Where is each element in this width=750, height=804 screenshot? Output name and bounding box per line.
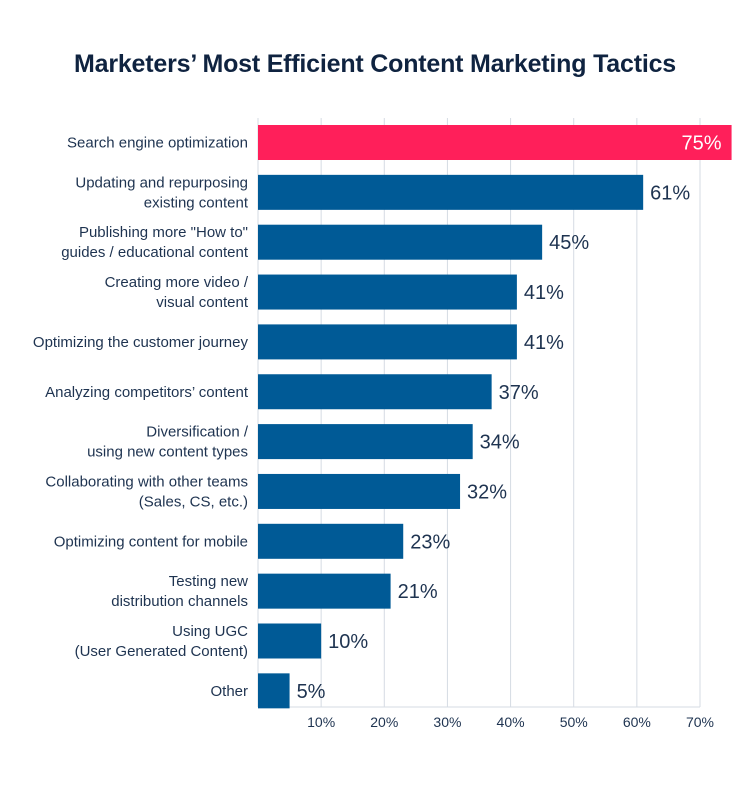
category-label: Collaborating with other teams (Sales, CS… <box>45 473 248 510</box>
x-tick-label: 20% <box>370 714 398 730</box>
category-label-line: Publishing more "How to" <box>79 224 248 241</box>
category-label-line: Diversification / <box>146 424 249 441</box>
x-tick-label: 60% <box>623 714 651 730</box>
category-label-line: Optimizing content for mobile <box>54 533 248 550</box>
category-label: Updating and repurposing existing content <box>75 174 248 211</box>
data-label: 10% <box>328 631 368 653</box>
data-label: 41% <box>524 282 564 304</box>
category-label-line: Analyzing competitors’ content <box>45 384 249 401</box>
bar <box>258 623 322 659</box>
bar <box>258 274 517 310</box>
x-tick-label: 10% <box>307 714 335 730</box>
x-tick-label: 30% <box>433 714 461 730</box>
x-tick-label: 70% <box>686 714 714 730</box>
category-label-line: (Sales, CS, etc.) <box>139 493 248 510</box>
category-label: Optimizing content for mobile <box>54 533 248 550</box>
category-label: Using UGC (User Generated Content) <box>75 623 249 660</box>
x-tick-label: 50% <box>560 714 588 730</box>
data-label: 23% <box>410 531 450 553</box>
category-label-line: (User Generated Content) <box>75 643 248 660</box>
data-label: 41% <box>524 332 564 354</box>
bar <box>258 473 461 509</box>
category-label: Search engine optimization <box>67 135 248 152</box>
data-label: 34% <box>480 432 520 454</box>
bar <box>258 324 517 360</box>
data-label: 45% <box>549 232 589 254</box>
data-label: 75% <box>682 133 722 155</box>
category-label: Testing new distribution channels <box>111 573 248 610</box>
x-tick-label: 40% <box>497 714 525 730</box>
category-label-line: Other <box>210 683 248 700</box>
data-label: 5% <box>297 681 326 703</box>
bar <box>258 523 404 559</box>
bar <box>258 424 473 460</box>
category-label-line: Using UGC <box>172 623 248 640</box>
category-label-line: visual content <box>156 294 249 311</box>
category-label: Analyzing competitors’ content <box>45 384 249 401</box>
category-label-line: Creating more video / <box>105 274 249 291</box>
category-label: Other <box>210 683 248 700</box>
category-label-line: Updating and repurposing <box>75 174 248 191</box>
bar <box>258 174 644 210</box>
category-label-line: Search engine optimization <box>67 135 248 152</box>
category-label-line: Optimizing the customer journey <box>33 334 249 351</box>
category-label-line: Testing new <box>169 573 248 590</box>
bar <box>258 573 391 609</box>
category-label-line: existing content <box>144 194 249 211</box>
category-label: Publishing more "How to" guides / educati… <box>61 224 249 261</box>
bar <box>258 673 290 709</box>
bar <box>258 374 492 410</box>
data-label: 21% <box>398 581 438 603</box>
bar <box>258 125 732 160</box>
category-label-line: Collaborating with other teams <box>45 473 248 490</box>
data-label: 32% <box>467 481 507 503</box>
category-label: Creating more video / visual content <box>105 274 249 311</box>
category-label-line: guides / educational content <box>61 244 249 261</box>
bar <box>258 224 543 260</box>
chart-title: Marketers’ Most Efficient Content Market… <box>74 50 676 78</box>
data-label: 61% <box>650 182 690 204</box>
category-label: Diversification / using new content types <box>87 424 249 461</box>
category-label: Optimizing the customer journey <box>33 334 249 351</box>
data-label: 37% <box>499 382 539 404</box>
category-label-line: using new content types <box>87 444 248 461</box>
category-label-line: distribution channels <box>111 593 248 610</box>
